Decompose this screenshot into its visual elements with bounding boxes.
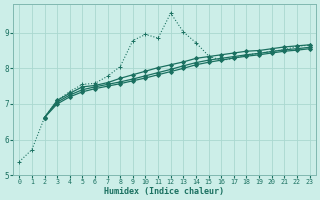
X-axis label: Humidex (Indice chaleur): Humidex (Indice chaleur) xyxy=(104,187,224,196)
